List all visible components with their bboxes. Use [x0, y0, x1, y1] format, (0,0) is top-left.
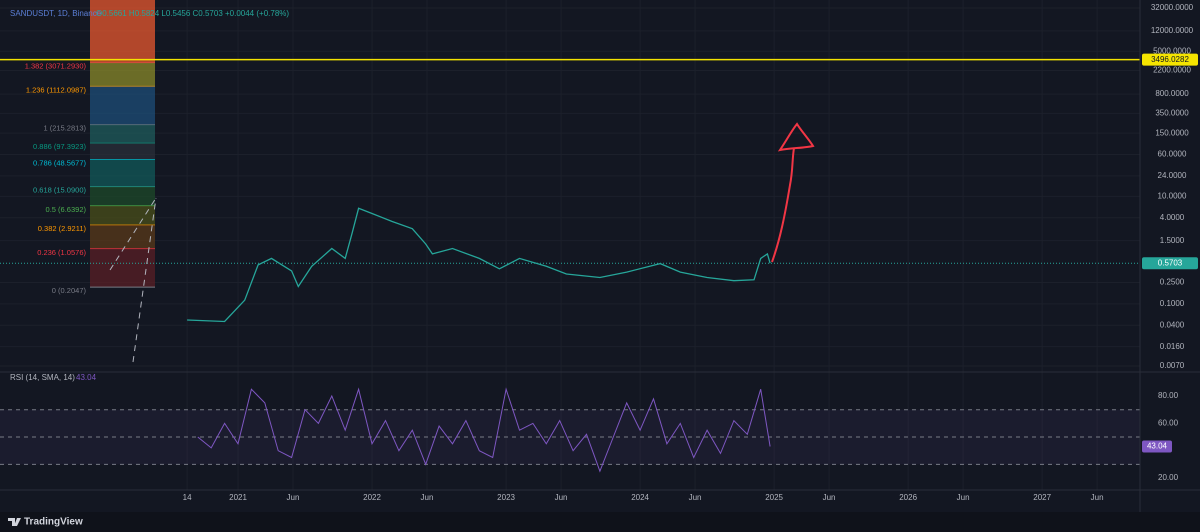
x-tick-label: 2024 — [631, 493, 649, 502]
y-tick-label: 0.0400 — [1160, 320, 1185, 329]
fib-band — [90, 0, 155, 63]
symbol: SANDUSDT, 1D, Binance — [10, 9, 102, 18]
y-tick-label: 24.0000 — [1158, 171, 1187, 180]
fib-label: 0.886 (97.3923) — [33, 142, 86, 151]
plot-layer: 14 2021 Jun 2022 Jun 2023 Jun 2024 Jun 2025 Jun 202… — [0, 3, 1198, 502]
fib-label: 0.786 (48.5677) — [33, 158, 86, 167]
tv-logo — [8, 518, 21, 526]
fib-band — [90, 159, 155, 187]
fib-label: 1 (215.2813) — [43, 124, 86, 133]
rsi-tick-label: 20.00 — [1158, 473, 1179, 482]
y-tick-label: 150.0000 — [1155, 128, 1189, 137]
footer-bar — [0, 512, 1200, 532]
x-tick-label: Jun — [957, 493, 970, 502]
last-price-tag — [1142, 257, 1198, 270]
fib-band — [90, 248, 155, 288]
x-tick-label: 2027 — [1033, 493, 1051, 502]
fib-label: 0.236 (1.0576) — [37, 248, 86, 257]
fib-band — [90, 205, 155, 226]
y-tick-label: 60.0000 — [1158, 150, 1187, 159]
rsi-value-label: 43.04 — [1147, 442, 1168, 451]
price-line — [187, 207, 771, 323]
grid-layer — [0, 0, 1140, 465]
arrow-stroke — [771, 147, 795, 263]
y-tick-label: 2200.0000 — [1153, 66, 1191, 75]
x-tick-label: Jun — [689, 493, 702, 502]
y-tick-label: 800.0000 — [1155, 89, 1189, 98]
ohlc: O0.5661 H0.5824 L0.5456 C0.5703 +0.0044 … — [96, 9, 289, 18]
x-tick-label: 2026 — [899, 493, 917, 502]
rsi-line — [197, 387, 771, 473]
x-tick-label: 2025 — [765, 493, 783, 502]
rsi-tick-label: 60.00 — [1158, 418, 1179, 427]
y-tick-label: 350.0000 — [1155, 108, 1189, 117]
rsi-title: RSI (14, SMA, 14) — [10, 373, 75, 382]
x-tick-label: 14 — [183, 493, 192, 502]
fib-label: 1.382 (3071.2930) — [25, 62, 87, 71]
arrow-head — [777, 122, 815, 152]
footer-brand: TradingView — [24, 517, 83, 528]
x-tick-label: Jun — [287, 493, 300, 502]
x-tick-label: 2023 — [497, 493, 515, 502]
fib-band — [90, 124, 155, 144]
y-tick-label: 0.2500 — [1160, 278, 1185, 287]
price-line-tag — [1142, 53, 1198, 66]
fib-label: 0.5 (6.6392) — [46, 205, 87, 214]
y-tick-label: 4.0000 — [1160, 213, 1185, 222]
y-tick-label: 0.1000 — [1160, 299, 1185, 308]
price-line-label: 3496.0282 — [1151, 55, 1189, 64]
fib-band — [90, 62, 155, 87]
projection-line — [109, 197, 157, 271]
rsi-value-tag — [1142, 440, 1172, 453]
rsi-tick-label: 80.00 — [1158, 391, 1179, 400]
fib-label: 0.382 (2.9211) — [38, 224, 87, 233]
fib-label: 0 (0.2047) — [52, 286, 87, 295]
y-tick-label: 32000.0000 — [1151, 3, 1194, 12]
y-tick-label: 1.5000 — [1160, 236, 1185, 245]
x-tick-label: Jun — [1091, 493, 1104, 502]
fib-label: 0.618 (15.0900) — [33, 186, 86, 195]
y-tick-label: 0.0070 — [1160, 361, 1185, 370]
y-tick-label: 10.0000 — [1158, 191, 1187, 200]
rsi-header-value: 43.04 — [76, 373, 97, 382]
y-tick-label: 0.0160 — [1160, 342, 1185, 351]
fib-band — [90, 143, 155, 160]
y-tick-label: 12000.0000 — [1151, 26, 1194, 35]
y-tick-label: 5000.0000 — [1153, 46, 1191, 55]
fib-label: 1.236 (1112.0987) — [26, 85, 87, 94]
x-tick-label: 2022 — [363, 493, 381, 502]
projection-line — [132, 197, 157, 363]
x-tick-label: Jun — [421, 493, 434, 502]
x-tick-label: Jun — [823, 493, 836, 502]
fib-band — [90, 86, 155, 125]
x-tick-label: 2021 — [229, 493, 247, 502]
fib-band — [90, 225, 155, 249]
x-tick-label: Jun — [555, 493, 568, 502]
fib-band — [90, 186, 155, 206]
last-price-label: 0.5703 — [1158, 258, 1183, 267]
